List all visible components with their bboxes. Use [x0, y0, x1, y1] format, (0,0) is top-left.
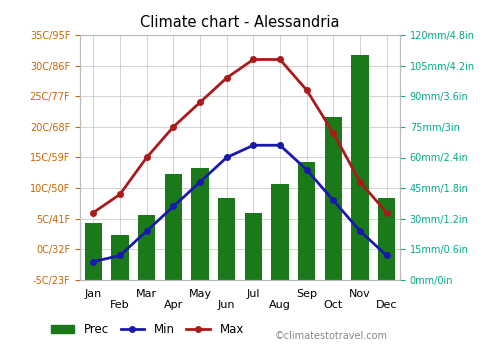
Bar [218, 198, 236, 280]
Text: Sep: Sep [296, 289, 317, 299]
Text: Jan: Jan [84, 289, 102, 299]
Bar [164, 174, 182, 280]
Text: Apr: Apr [164, 300, 183, 310]
Text: Mar: Mar [136, 289, 157, 299]
Text: Feb: Feb [110, 300, 130, 310]
Bar [112, 235, 128, 280]
Bar [244, 212, 262, 280]
Text: Oct: Oct [324, 300, 343, 310]
Text: Jun: Jun [218, 300, 236, 310]
Text: May: May [188, 289, 212, 299]
Bar [352, 55, 368, 280]
Bar [298, 162, 316, 280]
Text: Aug: Aug [269, 300, 291, 310]
Legend: Prec, Min, Max: Prec, Min, Max [46, 318, 248, 341]
Bar [378, 198, 396, 280]
Text: Jul: Jul [246, 289, 260, 299]
Text: Dec: Dec [376, 300, 398, 310]
Title: Climate chart - Alessandria: Climate chart - Alessandria [140, 15, 340, 30]
Bar [84, 223, 102, 280]
Bar [272, 184, 288, 280]
Text: ©climatestotravel.com: ©climatestotravel.com [275, 331, 388, 341]
Text: Nov: Nov [349, 289, 371, 299]
Bar [324, 117, 342, 280]
Bar [138, 215, 156, 280]
Bar [192, 168, 208, 280]
